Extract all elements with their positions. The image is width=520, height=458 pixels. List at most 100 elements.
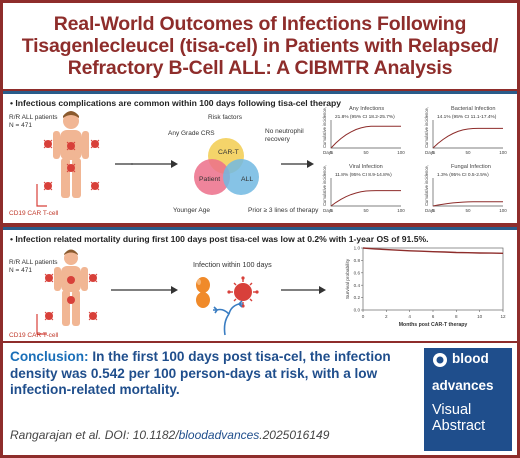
title-band: Real-World Outcomes of Infections Follow… bbox=[3, 3, 517, 89]
mini-chart-ylabel: Cumulative incidence, % bbox=[424, 106, 429, 148]
fungus-icon bbox=[213, 300, 243, 336]
mini-chart-title: Viral Infection bbox=[349, 164, 383, 170]
mini-chart-xlabel: Days bbox=[323, 150, 334, 155]
mini-chart-value: 14.1% (95% CI 11.1-17.4%) bbox=[437, 115, 497, 120]
conclusion-section: Conclusion: In the first 100 days post t… bbox=[3, 343, 517, 455]
panel1-arrows bbox=[115, 160, 314, 168]
mini-chart-ylabel: Cumulative incidence, % bbox=[424, 164, 429, 206]
citation-suffix: .2025016149 bbox=[259, 428, 330, 442]
mini-chart-curve bbox=[432, 201, 503, 207]
patient-figure-2 bbox=[36, 249, 98, 335]
mini-chart-tick: 50 bbox=[465, 208, 471, 213]
blood-drop-icon bbox=[433, 353, 447, 367]
survival-x-tick-label: 4 bbox=[408, 314, 411, 319]
mini-chart-xlabel: Days bbox=[425, 208, 436, 213]
risk-venn-diagram bbox=[194, 138, 259, 195]
virus-icon bbox=[227, 276, 259, 308]
patient-figure-1 bbox=[36, 111, 133, 207]
risk-no-neutrophil-1: No neutrophil bbox=[265, 128, 304, 135]
risk-prior-therapy: Prior ≥ 3 lines of therapy bbox=[248, 207, 319, 214]
citation-journal: bloodadvances bbox=[178, 428, 260, 442]
badge-advances: advances bbox=[432, 378, 494, 393]
survival-y-tick-label: 1.0 bbox=[354, 246, 361, 251]
mini-chart-axes bbox=[432, 120, 503, 149]
survival-x-tick-label: 0 bbox=[362, 314, 365, 319]
badge-abstract: Abstract bbox=[432, 418, 486, 434]
venn-all-circle bbox=[223, 159, 259, 195]
badge-visual: Visual bbox=[432, 402, 472, 418]
mini-chart-value: 11.8% (95% CI 8.9-14.8%) bbox=[335, 173, 392, 178]
risk-younger-age: Younger Age bbox=[173, 207, 210, 214]
panel2-heading: • Infection related mortality during fir… bbox=[10, 234, 429, 244]
mini-chart-tick: 50 bbox=[363, 150, 369, 155]
risk-any-grade-crs: Any Grade CRS bbox=[168, 130, 215, 137]
survival-x-tick-label: 12 bbox=[500, 314, 506, 319]
mini-chart-ylabel: Cumulative incidence, % bbox=[322, 164, 327, 206]
mini-chart-xlabel: Days bbox=[323, 208, 334, 213]
badge-blood: blood bbox=[452, 351, 489, 366]
mini-chart-2: Bacterial Infection 14.1% (95% CI 11.1-17… bbox=[423, 106, 507, 158]
venn-cart-label: CAR-T bbox=[218, 149, 239, 156]
mini-chart-plot: 0 50 100 Days Cumulative incidence, % bbox=[322, 106, 405, 155]
microbes-illustration bbox=[196, 276, 259, 336]
panel2-cohort-n: N = 471 bbox=[9, 267, 32, 274]
page-title: Real-World Outcomes of Infections Follow… bbox=[11, 13, 509, 79]
panel1-cohort-label: R/R ALL patients bbox=[9, 114, 58, 121]
mini-chart-xlabel: Days bbox=[425, 150, 436, 155]
journal-badge: blood advances Visual Abstract bbox=[424, 348, 512, 451]
citation: Rangarajan et al. DOI: 10.1182/bloodadva… bbox=[10, 428, 329, 442]
venn-patient-label: Patient bbox=[199, 176, 221, 183]
mini-chart-tick: 100 bbox=[499, 150, 507, 155]
venn-all-label: ALL bbox=[241, 176, 254, 183]
mini-chart-plot: 0 50 100 Days Cumulative incidence, % bbox=[424, 106, 507, 155]
survival-y-tick-label: 0.2 bbox=[354, 295, 361, 300]
survival-x-tick-label: 2 bbox=[385, 314, 388, 319]
mini-chart-plot: 0 50 100 Days Cumulative incidence, % bbox=[424, 164, 507, 213]
citation-prefix: Rangarajan et al. DOI: 10.1182/ bbox=[10, 428, 179, 442]
conclusion-lead: Conclusion: bbox=[10, 349, 89, 364]
panel1-cart-label: CD19 CAR T-cell bbox=[9, 210, 59, 217]
mini-chart-tick: 100 bbox=[397, 150, 405, 155]
panel1-cohort-n: N = 471 bbox=[9, 122, 32, 129]
panel2-arrows bbox=[111, 286, 326, 294]
mini-chart-curve bbox=[330, 125, 401, 149]
mini-chart-plot: 0 50 100 Days Cumulative incidence, % bbox=[322, 164, 405, 213]
risk-factors-label: Risk factors bbox=[208, 114, 242, 121]
mini-chart-4: Fungal Infection 1.3% (95% CI 0.5-2.5%) 0 5… bbox=[423, 164, 507, 216]
title-line-3: Refractory B-Cell ALL: A CIBMTR Analysis bbox=[67, 57, 453, 79]
mini-chart-axes bbox=[330, 178, 401, 207]
survival-curve-chart: 0.0 0.2 0.4 0.6 0.8 1.0 0 2 4 6 8 10 12 Months post C… bbox=[345, 246, 506, 328]
mini-chart-tick: 50 bbox=[363, 208, 369, 213]
venn-patient-circle bbox=[194, 159, 230, 195]
infection-within-label: Infection within 100 days bbox=[193, 260, 272, 269]
mini-chart-1: Any Infections 21.8% (95% CI 18.2-25.7%) 0… bbox=[321, 106, 405, 158]
mini-chart-curve bbox=[432, 127, 503, 149]
survival-ylabel: Survival probability bbox=[345, 258, 351, 299]
mini-chart-tick: 0 bbox=[330, 150, 333, 155]
mini-chart-tick: 0 bbox=[432, 150, 435, 155]
title-line-2: Tisagenlecleucel (tisa-cel) in Patients … bbox=[21, 35, 499, 57]
conclusion-text: Conclusion: In the first 100 days post t… bbox=[10, 349, 418, 399]
mini-chart-3: Viral Infection 11.8% (95% CI 8.9-14.8%) 0… bbox=[321, 164, 405, 216]
mini-chart-tick: 100 bbox=[397, 208, 405, 213]
panel2-cart-label: CD19 CAR T-cell bbox=[9, 332, 59, 339]
mini-chart-tick: 100 bbox=[499, 208, 507, 213]
cart-pointer-line bbox=[36, 184, 47, 207]
mini-chart-axes bbox=[330, 120, 401, 149]
survival-y-tick-label: 0.0 bbox=[354, 308, 361, 313]
survival-y-tick-label: 0.6 bbox=[354, 270, 361, 275]
survival-plot-frame bbox=[362, 247, 504, 311]
mini-chart-value: 1.3% (95% CI 0.5-2.5%) bbox=[437, 173, 489, 178]
mini-chart-curve bbox=[330, 190, 401, 207]
survival-x-tick-label: 10 bbox=[477, 314, 483, 319]
title-line-1: Real-World Outcomes of Infections Follow… bbox=[53, 13, 467, 35]
mini-chart-tick: 0 bbox=[432, 208, 435, 213]
mini-chart-title: Any Infections bbox=[349, 106, 385, 112]
survival-y-tick-label: 0.4 bbox=[354, 283, 361, 288]
mini-chart-value: 21.8% (95% CI 18.2-25.7%) bbox=[335, 115, 395, 120]
survival-curve-line bbox=[362, 247, 504, 254]
risk-no-neutrophil-2: recovery bbox=[265, 136, 290, 143]
survival-xlabel: Months post CAR-T therapy bbox=[399, 322, 468, 328]
survival-x-tick-label: 6 bbox=[432, 314, 435, 319]
